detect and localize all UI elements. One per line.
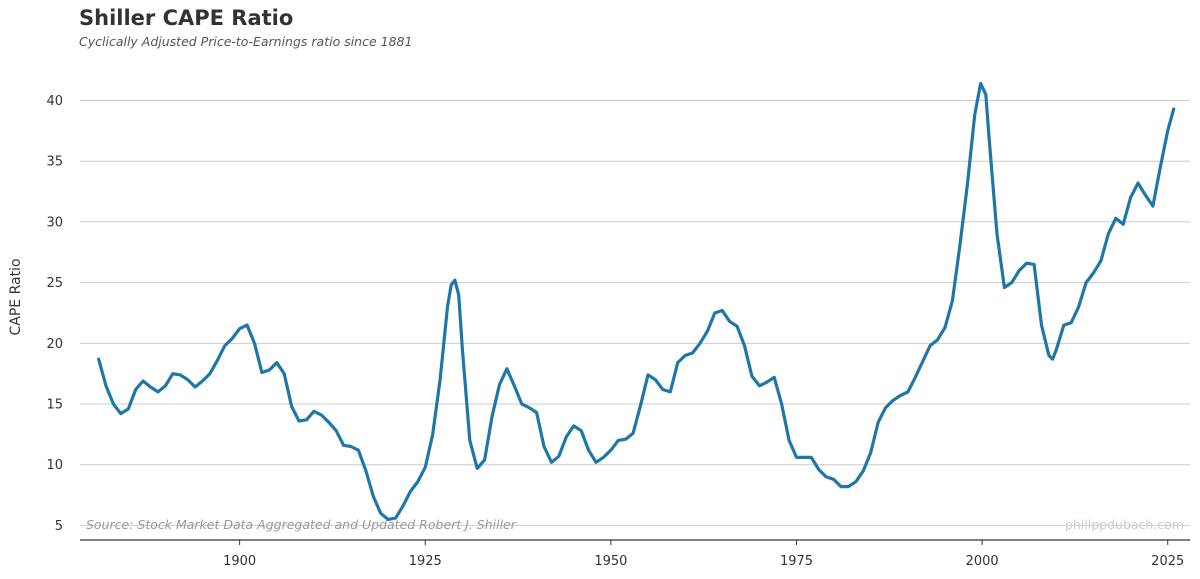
series-group [97,81,1176,521]
y-tick-label-35: 35 [46,155,63,170]
y-tick-label-40: 40 [46,94,63,109]
x-tick-label-1925: 1925 [409,554,442,569]
x-tick-label-1975: 1975 [780,554,813,569]
x-tick-label-1950: 1950 [594,554,627,569]
x-tick-label-2025: 2025 [1151,554,1184,569]
y-tick-labels: 5 10 15 20 25 30 35 40 [46,94,63,534]
source-note: Source: Stock Market Data Aggregated and… [86,517,516,532]
x-ticks: 1900 1925 1950 1975 2000 2025 [223,540,1184,569]
x-tick-label-1900: 1900 [223,554,256,569]
chart-title: Shiller CAPE Ratio [79,6,294,30]
y-gridlines [80,99,1190,526]
y-tick-label-15: 15 [46,398,63,413]
y-tick-label-10: 10 [46,458,63,473]
y-tick-label-30: 30 [46,215,63,230]
credit-watermark: philippdubach.com [1064,517,1184,532]
x-tick-label-2000: 2000 [966,554,999,569]
y-tick-label-25: 25 [46,276,63,291]
cape-series-line [97,81,1176,521]
y-tick-label-20: 20 [46,337,63,352]
y-tick-label-5: 5 [55,519,63,534]
chart-subtitle: Cyclically Adjusted Price-to-Earnings ra… [79,34,413,49]
